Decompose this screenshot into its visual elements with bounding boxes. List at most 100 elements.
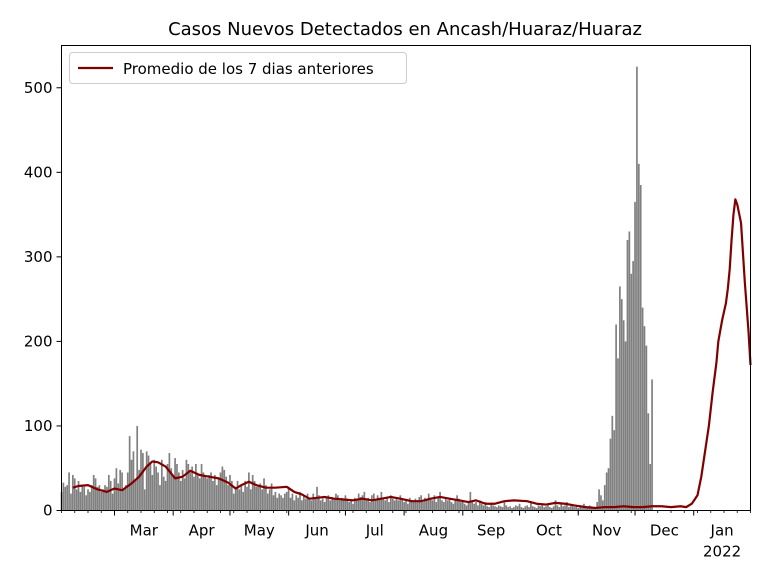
bar bbox=[416, 500, 419, 511]
bar bbox=[92, 474, 95, 511]
bar bbox=[297, 497, 299, 511]
x-tick-label: May bbox=[244, 522, 275, 540]
bar bbox=[278, 493, 281, 511]
bar bbox=[280, 495, 282, 511]
y-tick-label: 400 bbox=[24, 163, 53, 181]
bar bbox=[140, 449, 142, 511]
bar bbox=[160, 459, 163, 511]
bar bbox=[77, 480, 80, 511]
bar bbox=[520, 507, 523, 511]
bar bbox=[454, 500, 457, 511]
bar bbox=[410, 500, 413, 511]
bar bbox=[155, 466, 157, 511]
bar bbox=[403, 502, 405, 511]
bar bbox=[352, 503, 354, 511]
bar bbox=[649, 464, 652, 511]
bar bbox=[128, 436, 131, 511]
bar bbox=[420, 495, 422, 511]
bar bbox=[647, 413, 650, 511]
bar bbox=[327, 495, 330, 511]
x-tick-label: Jun bbox=[304, 522, 328, 540]
bar bbox=[535, 507, 538, 511]
bar bbox=[166, 464, 169, 511]
bar bbox=[446, 500, 449, 511]
bar bbox=[333, 498, 335, 511]
bar bbox=[340, 497, 343, 511]
bar bbox=[564, 505, 566, 511]
bar bbox=[641, 307, 644, 511]
bar bbox=[72, 474, 74, 511]
bar bbox=[73, 478, 76, 511]
bar bbox=[632, 261, 634, 511]
bar bbox=[227, 485, 229, 511]
y-tick-label: 500 bbox=[24, 79, 53, 97]
bar bbox=[272, 495, 275, 511]
bar bbox=[338, 500, 341, 511]
bar bbox=[643, 326, 646, 511]
x-tick-label: Jan bbox=[710, 522, 734, 540]
bar bbox=[221, 466, 224, 511]
bar bbox=[443, 502, 445, 511]
bar bbox=[497, 505, 500, 511]
bar bbox=[185, 459, 188, 511]
bar bbox=[217, 478, 220, 511]
bar bbox=[558, 507, 561, 511]
bar bbox=[465, 505, 468, 511]
bar bbox=[94, 478, 97, 511]
bar bbox=[371, 495, 373, 511]
bar bbox=[408, 497, 411, 511]
bar bbox=[162, 476, 165, 511]
bar bbox=[645, 345, 648, 511]
bar bbox=[528, 507, 530, 511]
bar bbox=[571, 505, 574, 511]
bar bbox=[208, 474, 210, 511]
bar bbox=[253, 480, 256, 511]
bar bbox=[522, 507, 525, 511]
bar bbox=[87, 489, 89, 511]
bar bbox=[363, 491, 366, 511]
bar bbox=[346, 498, 349, 511]
bar bbox=[361, 495, 364, 511]
bar bbox=[634, 201, 636, 511]
bar bbox=[66, 485, 69, 511]
bar bbox=[499, 506, 502, 511]
x-tick-sublabel: 2022 bbox=[703, 543, 741, 561]
bar bbox=[600, 495, 602, 511]
bar bbox=[145, 451, 148, 511]
bar bbox=[596, 502, 599, 511]
bar bbox=[344, 495, 347, 511]
bar bbox=[335, 493, 337, 511]
bar bbox=[189, 472, 192, 511]
moving-average-line bbox=[72, 198, 752, 510]
bar bbox=[248, 472, 250, 511]
bar bbox=[607, 468, 610, 511]
bar bbox=[246, 486, 248, 511]
bar bbox=[257, 485, 260, 511]
bar bbox=[266, 493, 269, 511]
bar bbox=[255, 486, 258, 511]
bar bbox=[259, 483, 262, 511]
bar bbox=[463, 503, 466, 511]
bar bbox=[384, 500, 387, 511]
bar bbox=[630, 273, 633, 511]
bar bbox=[562, 506, 564, 511]
bar bbox=[212, 480, 214, 511]
bar bbox=[308, 497, 311, 511]
bar bbox=[554, 500, 557, 511]
bar bbox=[605, 472, 608, 511]
bar bbox=[249, 489, 252, 511]
bar bbox=[598, 489, 600, 511]
bar bbox=[79, 491, 82, 511]
bar bbox=[299, 491, 301, 511]
bar bbox=[602, 500, 604, 511]
bar bbox=[231, 480, 233, 511]
bar bbox=[617, 358, 619, 511]
bar bbox=[113, 478, 116, 511]
bar bbox=[151, 474, 154, 511]
bar bbox=[456, 495, 458, 511]
bar bbox=[424, 497, 426, 511]
bar bbox=[516, 506, 519, 511]
bar bbox=[401, 498, 404, 511]
bar bbox=[136, 425, 139, 511]
bar bbox=[611, 415, 614, 511]
